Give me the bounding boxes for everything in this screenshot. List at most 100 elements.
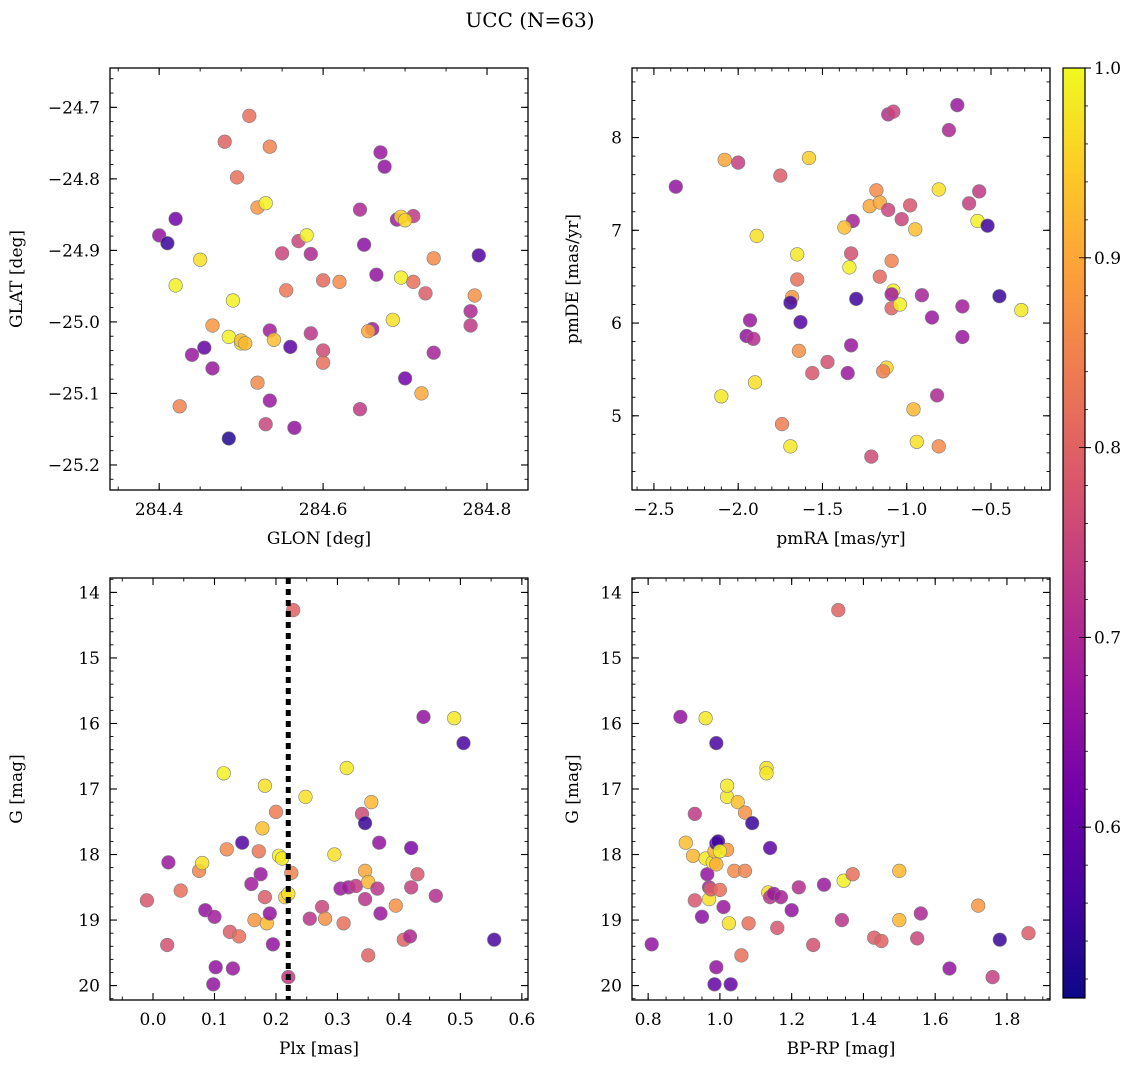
x-tick-label: 1.4 <box>850 1010 877 1030</box>
y-tick-label: −24.8 <box>48 170 100 190</box>
x-tick-label: −2.5 <box>633 500 674 520</box>
data-point <box>242 108 257 123</box>
y-axis-label: G [mag] <box>7 754 27 823</box>
data-point <box>783 439 798 454</box>
data-point <box>737 805 753 820</box>
panel-glon-glat: 284.4 284.6 284.8 −24.7 −24.8 −24.9 −25.0 −25.1… <box>7 67 529 549</box>
data-point <box>232 929 247 944</box>
data-point <box>773 889 789 905</box>
data-point <box>820 354 835 370</box>
data-point <box>268 804 284 820</box>
data-point <box>834 912 850 928</box>
data-point <box>205 361 220 376</box>
data-point <box>327 847 342 862</box>
data-point <box>906 402 921 417</box>
data-point <box>471 248 486 263</box>
data-point <box>723 977 738 992</box>
data-point <box>463 304 478 319</box>
y-tick-label: 20 <box>600 977 622 997</box>
data-point <box>206 977 221 992</box>
data-point <box>707 977 722 992</box>
x-axis-label: GLON [deg] <box>267 529 371 549</box>
x-tick-label: 0.1 <box>201 1010 228 1030</box>
data-point <box>247 912 262 928</box>
axes-frame <box>109 577 529 1001</box>
data-point <box>762 840 778 856</box>
y-tick-label: −24.9 <box>48 241 100 261</box>
data-point <box>816 877 832 892</box>
data-point <box>790 272 805 287</box>
data-point <box>315 899 330 915</box>
data-point <box>398 371 413 386</box>
data-point <box>881 202 896 217</box>
data-point <box>388 898 403 913</box>
points-plx-g <box>139 602 502 992</box>
data-point <box>364 794 379 810</box>
data-point <box>849 291 864 307</box>
data-point <box>225 293 240 308</box>
data-point <box>316 355 331 370</box>
data-point <box>942 961 957 976</box>
data-point <box>721 916 737 931</box>
data-point <box>299 228 314 243</box>
data-point <box>219 842 234 857</box>
points-glon-glat <box>152 108 486 446</box>
data-point <box>801 150 817 166</box>
colorbar-tick-label: 0.9 <box>1094 249 1121 269</box>
data-point <box>1014 303 1029 318</box>
data-point <box>700 867 715 882</box>
figure-title: UCC (N=63) <box>465 8 594 32</box>
data-point <box>361 948 376 963</box>
data-point <box>774 417 790 432</box>
data-point <box>806 937 821 953</box>
y-tick-label: 15 <box>78 649 100 669</box>
data-point <box>251 844 266 859</box>
data-point <box>456 735 471 751</box>
x-tick-label: 0.5 <box>447 1010 474 1030</box>
data-point <box>892 297 908 312</box>
colorbar-tick-label: 0.8 <box>1094 439 1121 459</box>
data-point <box>257 778 273 793</box>
data-point <box>913 906 928 921</box>
data-point <box>971 898 986 913</box>
data-point <box>791 343 807 359</box>
data-point <box>892 912 907 928</box>
y-tick-label: 19 <box>600 911 622 931</box>
y-axis-label: pmDE [mas/yr] <box>563 214 583 344</box>
data-point <box>172 399 187 414</box>
panel-bprp-g: 0.8 1.0 1.2 1.4 1.6 1.8 14 15 16 17 18 19 20 BP-RP [m… <box>563 577 1051 1059</box>
data-point <box>262 393 277 408</box>
data-point <box>373 906 388 921</box>
y-tick-label: 18 <box>600 846 622 866</box>
y-tick-label: 6 <box>611 314 622 334</box>
data-point <box>303 326 318 341</box>
data-point <box>931 182 946 197</box>
data-point <box>357 237 372 252</box>
x-tick-label: 1.6 <box>922 1010 949 1030</box>
data-point <box>687 893 702 908</box>
panel-pmra-pmde: −2.5 −2.0 −1.5 −1.0 −0.5 5 6 7 8 pmRA [mas/yr] pmD… <box>563 67 1051 549</box>
data-point <box>487 932 502 947</box>
data-point <box>266 332 282 347</box>
data-point <box>258 196 273 211</box>
data-point <box>358 891 373 907</box>
x-tick-label: 284.4 <box>135 500 184 520</box>
data-point <box>955 299 970 314</box>
data-point <box>279 283 294 298</box>
data-point <box>385 312 400 327</box>
data-point <box>783 295 798 310</box>
data-point <box>749 228 764 243</box>
data-point <box>709 960 724 975</box>
data-point <box>668 179 683 194</box>
data-point <box>685 848 701 863</box>
data-point <box>160 937 175 953</box>
colorbar-tick-label: 0.6 <box>1094 818 1121 838</box>
data-point <box>168 211 183 226</box>
data-point <box>139 893 154 908</box>
data-point <box>790 247 805 262</box>
data-point <box>961 196 977 211</box>
data-point <box>262 139 277 154</box>
data-point <box>950 97 965 113</box>
x-tick-label: −2.0 <box>718 500 759 520</box>
data-point <box>929 388 945 403</box>
